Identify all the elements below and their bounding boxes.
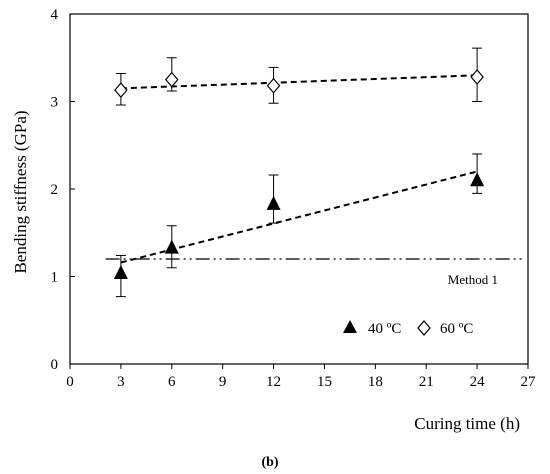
series-60-point (470, 69, 484, 85)
x-tick-label: 15 (317, 374, 332, 390)
y-tick-label: 4 (51, 7, 59, 23)
y-tick-label: 0 (51, 357, 59, 373)
x-tick-label: 9 (219, 374, 227, 390)
x-tick-label: 3 (117, 374, 125, 390)
legend-label-60: 60 ºC (440, 321, 473, 337)
series-40-point (470, 172, 485, 187)
x-tick-label: 18 (368, 374, 383, 390)
reference-lines: Method 1 (105, 258, 524, 287)
legend-label-40: 40 ºC (368, 321, 401, 337)
series-40-point (113, 265, 128, 279)
plot-border (69, 13, 529, 365)
series-40-point (164, 239, 179, 254)
x-tick-label: 0 (66, 374, 74, 390)
y-tick-label: 2 (51, 182, 59, 198)
y-tick-label: 3 (51, 95, 59, 111)
x-axis-label: Curing time (h) (414, 414, 520, 433)
figure-caption: (b) (261, 455, 278, 470)
reference-line-label: Method 1 (448, 272, 498, 287)
series-60-point (114, 82, 128, 99)
x-tick-label: 24 (470, 374, 486, 390)
legend-marker-40 (343, 320, 357, 333)
plot-frame (69, 13, 529, 365)
series-40-point (266, 195, 281, 210)
series-60-point (266, 77, 281, 94)
x-tick-label: 12 (266, 374, 281, 390)
data-markers (113, 69, 485, 279)
legend: 40 ºC 60 ºC (343, 320, 473, 337)
x-tick-label: 27 (521, 374, 537, 390)
x-tick-label: 21 (419, 374, 434, 390)
y-tick-label: 1 (51, 270, 59, 286)
series-40-trend-line (120, 170, 478, 264)
x-tick-label: 6 (168, 374, 176, 390)
series-60-point (164, 71, 179, 88)
trend-lines (120, 74, 478, 264)
y-axis-label: Bending stiffness (GPa) (11, 110, 30, 273)
legend-marker-60 (417, 320, 431, 336)
